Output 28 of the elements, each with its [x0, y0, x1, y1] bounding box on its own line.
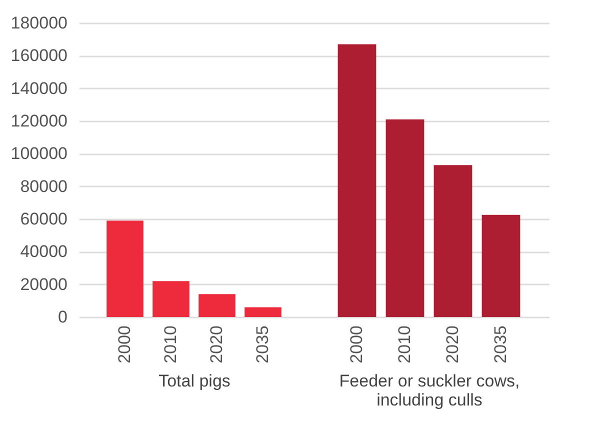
y-tick-label: 80000: [20, 176, 68, 196]
bar: [338, 44, 376, 317]
x-tick-label: 2020: [443, 326, 462, 364]
x-tick-label: 2035: [491, 326, 510, 364]
y-tick-label: 180000: [10, 14, 68, 32]
y-tick-label: 20000: [20, 274, 68, 294]
y-tick-label: 0: [58, 308, 68, 326]
y-tick-label: 60000: [20, 210, 68, 228]
bar: [198, 294, 236, 317]
x-tick-label: 2000: [347, 326, 366, 364]
x-tick-label: 2020: [207, 326, 226, 364]
bar: [244, 307, 282, 317]
bar: [152, 281, 190, 317]
y-tick-label: 120000: [10, 112, 68, 130]
bar: [482, 214, 520, 317]
bar: [106, 220, 144, 317]
x-axis-title: Total pigs: [158, 371, 230, 390]
x-tick-label: 2010: [395, 326, 414, 364]
y-tick-label: 100000: [10, 144, 68, 164]
bar: [434, 165, 472, 317]
x-axis-title: Feeder or suckler cows, including culls: [339, 371, 520, 410]
y-tick-label: 160000: [10, 46, 68, 66]
x-tick-label: 2000: [115, 326, 134, 364]
bar: [386, 119, 424, 317]
x-tick-label: 2010: [161, 326, 180, 364]
y-tick-label: 140000: [10, 78, 68, 98]
y-tick-label: 40000: [20, 242, 68, 262]
x-tick-label: 2035: [253, 326, 272, 364]
